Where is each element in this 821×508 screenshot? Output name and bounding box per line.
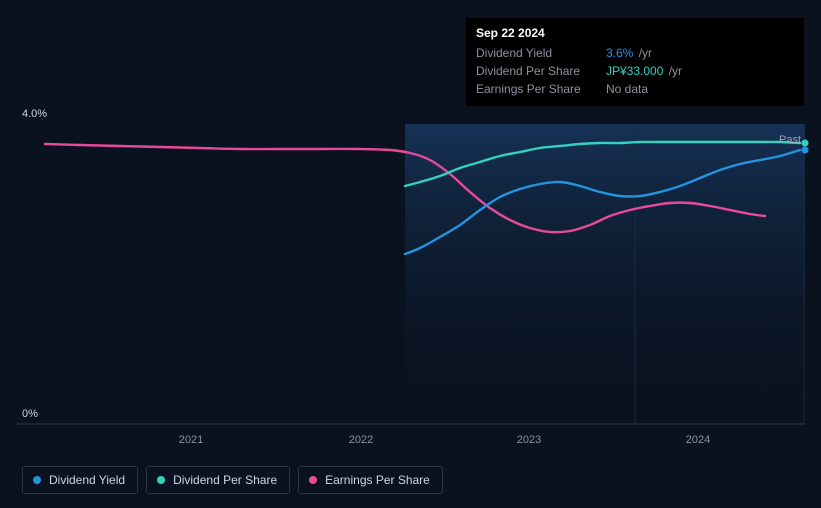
tooltip: Sep 22 2024 Dividend Yield3.6% /yrDivide… bbox=[466, 18, 804, 106]
legend-label: Earnings Per Share bbox=[325, 473, 430, 487]
legend-dot-icon bbox=[33, 476, 41, 484]
marker-dividend_per_share bbox=[802, 140, 809, 147]
x-axis-label: 2023 bbox=[517, 434, 541, 446]
tooltip-date: Sep 22 2024 bbox=[476, 26, 794, 40]
tooltip-row-value: 3.6% /yr bbox=[606, 46, 652, 60]
chart-gradient-area bbox=[405, 124, 805, 424]
tooltip-row-label: Dividend Yield bbox=[476, 46, 606, 60]
legend-dot-icon bbox=[309, 476, 317, 484]
y-axis-label: 4.0% bbox=[22, 108, 47, 120]
tooltip-row-value: JP¥33.000 /yr bbox=[606, 64, 682, 78]
tooltip-row: Earnings Per ShareNo data bbox=[476, 80, 794, 98]
x-axis-label: 2022 bbox=[349, 434, 373, 446]
marker-dividend_yield bbox=[802, 147, 809, 154]
legend-item[interactable]: Earnings Per Share bbox=[298, 466, 443, 494]
legend-item[interactable]: Dividend Yield bbox=[22, 466, 138, 494]
legend-item[interactable]: Dividend Per Share bbox=[146, 466, 290, 494]
tooltip-row: Dividend Yield3.6% /yr bbox=[476, 44, 794, 62]
tooltip-row-value: No data bbox=[606, 82, 648, 96]
tooltip-row-label: Dividend Per Share bbox=[476, 64, 606, 78]
x-axis-label: 2024 bbox=[686, 434, 710, 446]
y-axis-label: 0% bbox=[22, 408, 38, 420]
x-axis-labels: 2021 2022 2023 2024 bbox=[16, 434, 805, 450]
legend: Dividend Yield Dividend Per Share Earnings… bbox=[22, 466, 443, 494]
legend-dot-icon bbox=[157, 476, 165, 484]
tooltip-row: Dividend Per ShareJP¥33.000 /yr bbox=[476, 62, 794, 80]
x-axis-label: 2021 bbox=[179, 434, 203, 446]
legend-label: Dividend Yield bbox=[49, 473, 125, 487]
tooltip-row-label: Earnings Per Share bbox=[476, 82, 606, 96]
legend-label: Dividend Per Share bbox=[173, 473, 277, 487]
past-label: Past bbox=[779, 134, 801, 146]
